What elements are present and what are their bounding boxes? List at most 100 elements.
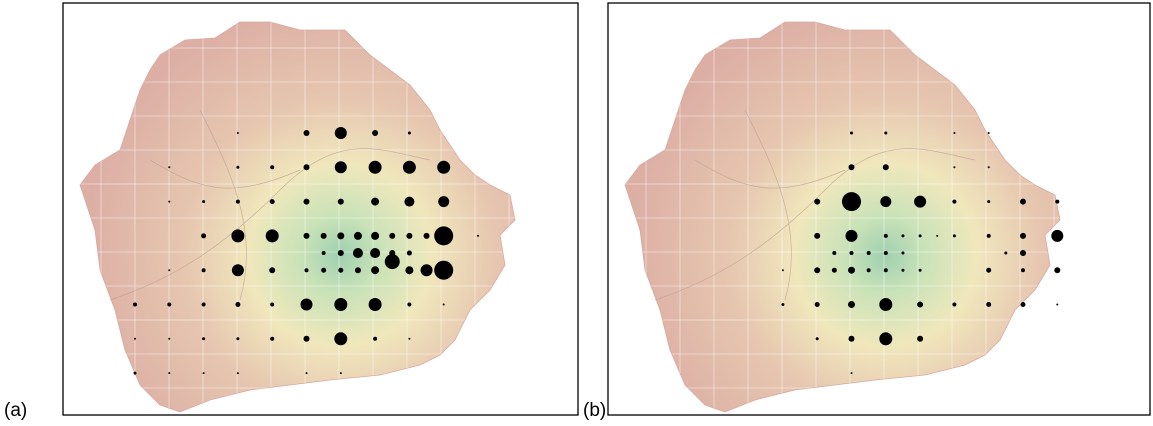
dot (270, 303, 274, 307)
dot (340, 372, 342, 374)
dot (321, 233, 327, 239)
dot (168, 372, 170, 374)
dot (354, 232, 362, 240)
dot (338, 268, 343, 273)
dot (884, 234, 888, 238)
dot (389, 233, 395, 239)
dot (988, 132, 990, 134)
dot (373, 337, 377, 341)
dot (848, 267, 855, 274)
dot (403, 161, 416, 174)
dot (202, 337, 205, 340)
dot (917, 302, 923, 308)
dot (434, 261, 453, 280)
dot (306, 372, 308, 374)
dot (408, 132, 411, 135)
dot (477, 235, 479, 237)
dot (782, 269, 784, 271)
dot (1055, 200, 1059, 204)
dot (917, 336, 923, 342)
dot (438, 196, 449, 207)
dot (879, 332, 892, 345)
dot (952, 200, 956, 204)
dot (337, 232, 344, 239)
dot (301, 299, 313, 311)
dot (987, 234, 991, 238)
dot (1054, 267, 1060, 273)
dot (304, 336, 310, 342)
dot (353, 248, 363, 258)
dot (421, 264, 433, 276)
dot (1004, 252, 1007, 255)
dot (385, 254, 400, 269)
dot (884, 268, 888, 272)
dot (851, 372, 853, 374)
dot (1020, 199, 1026, 205)
dot (237, 132, 239, 134)
dot (369, 161, 382, 174)
dot (202, 200, 205, 203)
dot (842, 192, 861, 211)
dot (814, 199, 820, 205)
panel-label: (a) (4, 400, 27, 421)
dot (168, 166, 170, 168)
dot (335, 127, 347, 139)
figure: (a)(b) (0, 0, 1153, 426)
dot (919, 234, 922, 237)
dot (322, 251, 326, 255)
dot (133, 303, 137, 307)
dot (237, 372, 239, 374)
dot (952, 303, 956, 307)
dot (901, 269, 904, 272)
dot (914, 196, 926, 208)
dot (901, 252, 904, 255)
dot (884, 251, 888, 255)
dot (832, 268, 837, 273)
dot (305, 268, 309, 272)
dot (849, 336, 855, 342)
dot (371, 198, 379, 206)
dot (406, 233, 412, 239)
dot (781, 303, 784, 306)
dot (879, 298, 892, 311)
dot (270, 199, 275, 204)
panel-b (605, 0, 1150, 420)
dot (1056, 304, 1058, 306)
dot (986, 268, 991, 273)
dot (988, 166, 990, 168)
dot (901, 234, 904, 237)
dot (338, 199, 344, 205)
dot (437, 161, 450, 174)
dot (849, 164, 855, 170)
dot (232, 264, 244, 276)
dot (266, 229, 279, 242)
dot (880, 196, 891, 207)
dot (134, 338, 136, 340)
dot (355, 267, 361, 273)
dot (407, 251, 412, 256)
dot (167, 303, 171, 307)
dot (236, 200, 240, 204)
dot (846, 230, 858, 242)
dot (953, 234, 956, 237)
dot (953, 166, 955, 168)
dot (304, 164, 310, 170)
dot (814, 233, 820, 239)
dot (168, 269, 170, 271)
dot (1021, 302, 1026, 307)
dot (202, 303, 206, 307)
dot (443, 304, 445, 306)
dot (236, 166, 239, 169)
dot (334, 298, 347, 311)
dot (936, 235, 938, 237)
dot (304, 233, 310, 239)
dot (236, 337, 239, 340)
dot (953, 132, 955, 134)
dot (168, 338, 170, 340)
dot (372, 130, 378, 136)
dot (304, 199, 310, 205)
dot (832, 251, 836, 255)
dot (270, 337, 274, 341)
dot (231, 229, 244, 242)
dot (434, 226, 453, 245)
